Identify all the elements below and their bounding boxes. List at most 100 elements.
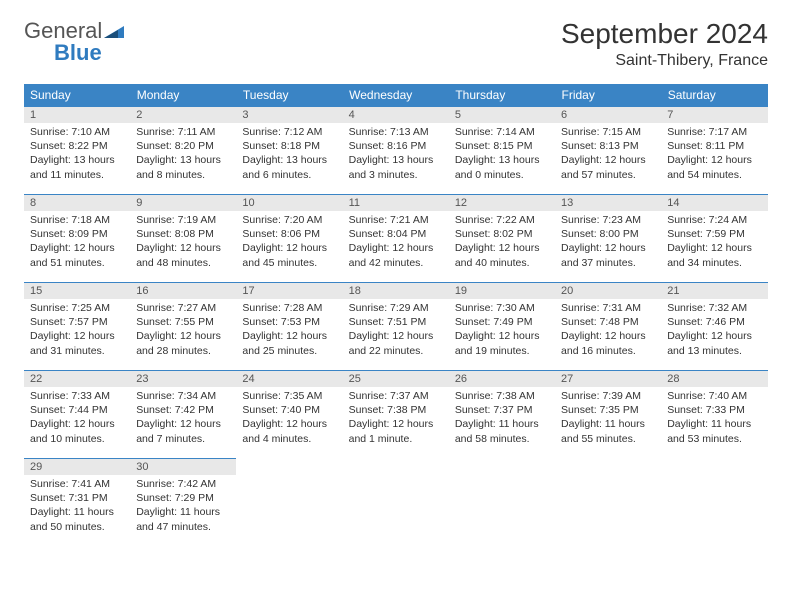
sunrise-line: Sunrise: 7:17 AM <box>667 125 761 139</box>
weekday-header: Saturday <box>661 84 767 107</box>
day-body: Sunrise: 7:42 AMSunset: 7:29 PMDaylight:… <box>130 475 236 538</box>
day-body: Sunrise: 7:18 AMSunset: 8:09 PMDaylight:… <box>24 211 130 274</box>
daylight-line: Daylight: 11 hours and 53 minutes. <box>667 417 761 445</box>
sunrise-line: Sunrise: 7:27 AM <box>136 301 230 315</box>
day-cell: 24Sunrise: 7:35 AMSunset: 7:40 PMDayligh… <box>236 371 342 459</box>
title-block: September 2024 Saint-Thibery, France <box>561 18 768 70</box>
day-number: 9 <box>130 195 236 211</box>
day-cell: 30Sunrise: 7:42 AMSunset: 7:29 PMDayligh… <box>130 459 236 547</box>
day-body: Sunrise: 7:27 AMSunset: 7:55 PMDaylight:… <box>130 299 236 362</box>
sunrise-line: Sunrise: 7:33 AM <box>30 389 124 403</box>
sunset-line: Sunset: 8:15 PM <box>455 139 549 153</box>
sunrise-line: Sunrise: 7:37 AM <box>349 389 443 403</box>
day-cell: 3Sunrise: 7:12 AMSunset: 8:18 PMDaylight… <box>236 107 342 195</box>
sunset-line: Sunset: 7:46 PM <box>667 315 761 329</box>
sunset-line: Sunset: 7:51 PM <box>349 315 443 329</box>
sunrise-line: Sunrise: 7:42 AM <box>136 477 230 491</box>
sunrise-line: Sunrise: 7:10 AM <box>30 125 124 139</box>
day-number: 17 <box>236 283 342 299</box>
day-number: 24 <box>236 371 342 387</box>
weekday-header: Friday <box>555 84 661 107</box>
daylight-line: Daylight: 12 hours and 16 minutes. <box>561 329 655 357</box>
week-row: 15Sunrise: 7:25 AMSunset: 7:57 PMDayligh… <box>24 283 768 371</box>
week-row: 1Sunrise: 7:10 AMSunset: 8:22 PMDaylight… <box>24 107 768 195</box>
day-number: 10 <box>236 195 342 211</box>
daylight-line: Daylight: 12 hours and 57 minutes. <box>561 153 655 181</box>
day-body: Sunrise: 7:41 AMSunset: 7:31 PMDaylight:… <box>24 475 130 538</box>
day-body: Sunrise: 7:33 AMSunset: 7:44 PMDaylight:… <box>24 387 130 450</box>
day-cell: 20Sunrise: 7:31 AMSunset: 7:48 PMDayligh… <box>555 283 661 371</box>
day-number: 1 <box>24 107 130 123</box>
day-body: Sunrise: 7:15 AMSunset: 8:13 PMDaylight:… <box>555 123 661 186</box>
day-cell <box>555 459 661 547</box>
weekday-header-row: SundayMondayTuesdayWednesdayThursdayFrid… <box>24 84 768 107</box>
sunrise-line: Sunrise: 7:32 AM <box>667 301 761 315</box>
day-number: 19 <box>449 283 555 299</box>
sunrise-line: Sunrise: 7:20 AM <box>242 213 336 227</box>
sunrise-line: Sunrise: 7:15 AM <box>561 125 655 139</box>
day-number: 30 <box>130 459 236 475</box>
logo-blue: Blue <box>54 40 124 66</box>
logo-text: General Blue <box>24 18 124 66</box>
sunrise-line: Sunrise: 7:31 AM <box>561 301 655 315</box>
day-number: 26 <box>449 371 555 387</box>
daylight-line: Daylight: 11 hours and 47 minutes. <box>136 505 230 533</box>
daylight-line: Daylight: 11 hours and 50 minutes. <box>30 505 124 533</box>
day-body: Sunrise: 7:25 AMSunset: 7:57 PMDaylight:… <box>24 299 130 362</box>
sunset-line: Sunset: 8:04 PM <box>349 227 443 241</box>
sunset-line: Sunset: 8:18 PM <box>242 139 336 153</box>
day-number: 6 <box>555 107 661 123</box>
daylight-line: Daylight: 12 hours and 48 minutes. <box>136 241 230 269</box>
day-body: Sunrise: 7:35 AMSunset: 7:40 PMDaylight:… <box>236 387 342 450</box>
daylight-line: Daylight: 12 hours and 7 minutes. <box>136 417 230 445</box>
day-cell: 1Sunrise: 7:10 AMSunset: 8:22 PMDaylight… <box>24 107 130 195</box>
day-number: 22 <box>24 371 130 387</box>
sunset-line: Sunset: 7:49 PM <box>455 315 549 329</box>
sunset-line: Sunset: 7:42 PM <box>136 403 230 417</box>
day-cell: 12Sunrise: 7:22 AMSunset: 8:02 PMDayligh… <box>449 195 555 283</box>
sunset-line: Sunset: 7:33 PM <box>667 403 761 417</box>
day-body: Sunrise: 7:19 AMSunset: 8:08 PMDaylight:… <box>130 211 236 274</box>
sunset-line: Sunset: 8:09 PM <box>30 227 124 241</box>
weekday-header: Monday <box>130 84 236 107</box>
day-cell: 16Sunrise: 7:27 AMSunset: 7:55 PMDayligh… <box>130 283 236 371</box>
day-body: Sunrise: 7:13 AMSunset: 8:16 PMDaylight:… <box>343 123 449 186</box>
day-number: 13 <box>555 195 661 211</box>
day-cell: 4Sunrise: 7:13 AMSunset: 8:16 PMDaylight… <box>343 107 449 195</box>
sunrise-line: Sunrise: 7:40 AM <box>667 389 761 403</box>
logo: General Blue <box>24 18 124 66</box>
sunrise-line: Sunrise: 7:11 AM <box>136 125 230 139</box>
day-number: 29 <box>24 459 130 475</box>
day-cell: 17Sunrise: 7:28 AMSunset: 7:53 PMDayligh… <box>236 283 342 371</box>
sunset-line: Sunset: 7:57 PM <box>30 315 124 329</box>
day-body: Sunrise: 7:20 AMSunset: 8:06 PMDaylight:… <box>236 211 342 274</box>
day-cell <box>236 459 342 547</box>
day-cell: 26Sunrise: 7:38 AMSunset: 7:37 PMDayligh… <box>449 371 555 459</box>
day-cell <box>449 459 555 547</box>
sunrise-line: Sunrise: 7:38 AM <box>455 389 549 403</box>
month-title: September 2024 <box>561 18 768 50</box>
sunset-line: Sunset: 7:29 PM <box>136 491 230 505</box>
daylight-line: Daylight: 13 hours and 3 minutes. <box>349 153 443 181</box>
weekday-header: Wednesday <box>343 84 449 107</box>
day-cell: 18Sunrise: 7:29 AMSunset: 7:51 PMDayligh… <box>343 283 449 371</box>
week-row: 22Sunrise: 7:33 AMSunset: 7:44 PMDayligh… <box>24 371 768 459</box>
daylight-line: Daylight: 12 hours and 13 minutes. <box>667 329 761 357</box>
sunrise-line: Sunrise: 7:29 AM <box>349 301 443 315</box>
sunrise-line: Sunrise: 7:18 AM <box>30 213 124 227</box>
day-cell: 25Sunrise: 7:37 AMSunset: 7:38 PMDayligh… <box>343 371 449 459</box>
day-cell: 15Sunrise: 7:25 AMSunset: 7:57 PMDayligh… <box>24 283 130 371</box>
day-body: Sunrise: 7:11 AMSunset: 8:20 PMDaylight:… <box>130 123 236 186</box>
day-number: 3 <box>236 107 342 123</box>
sunset-line: Sunset: 7:55 PM <box>136 315 230 329</box>
day-cell: 2Sunrise: 7:11 AMSunset: 8:20 PMDaylight… <box>130 107 236 195</box>
day-cell <box>661 459 767 547</box>
daylight-line: Daylight: 12 hours and 25 minutes. <box>242 329 336 357</box>
day-body: Sunrise: 7:22 AMSunset: 8:02 PMDaylight:… <box>449 211 555 274</box>
sunrise-line: Sunrise: 7:25 AM <box>30 301 124 315</box>
day-cell: 13Sunrise: 7:23 AMSunset: 8:00 PMDayligh… <box>555 195 661 283</box>
daylight-line: Daylight: 12 hours and 28 minutes. <box>136 329 230 357</box>
day-number: 28 <box>661 371 767 387</box>
week-row: 8Sunrise: 7:18 AMSunset: 8:09 PMDaylight… <box>24 195 768 283</box>
sunrise-line: Sunrise: 7:34 AM <box>136 389 230 403</box>
